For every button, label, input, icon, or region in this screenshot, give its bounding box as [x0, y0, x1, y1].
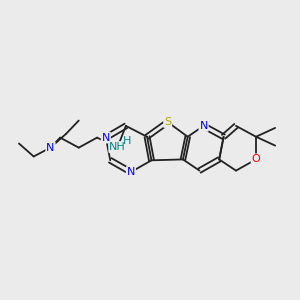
Text: N: N: [46, 142, 55, 153]
Text: N: N: [102, 133, 110, 142]
Text: S: S: [164, 117, 171, 127]
Text: N: N: [200, 121, 208, 131]
Text: NH: NH: [109, 142, 126, 152]
Text: N: N: [127, 167, 135, 177]
Text: H: H: [123, 136, 131, 146]
Text: O: O: [252, 154, 260, 164]
